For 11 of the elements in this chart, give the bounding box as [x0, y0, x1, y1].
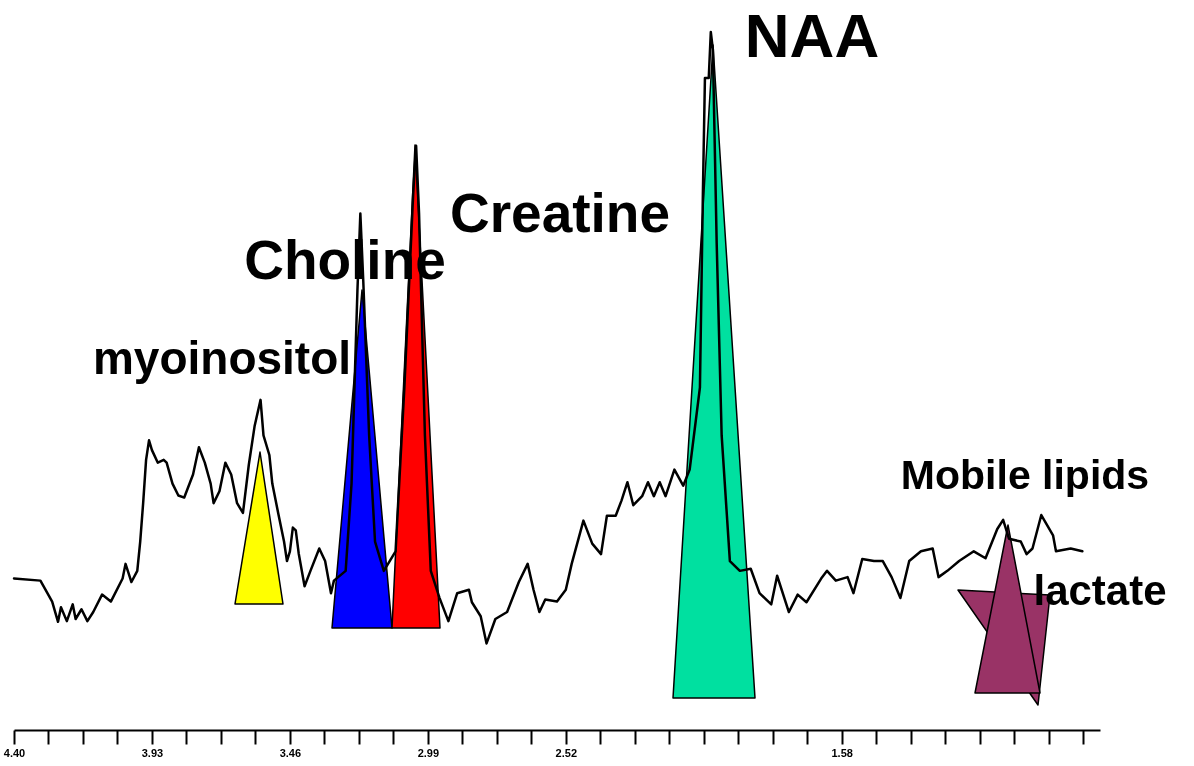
x-tick-label: 1.58: [831, 746, 853, 759]
annotation: lactate: [1033, 567, 1167, 614]
x-tick-label: 2.52: [555, 746, 578, 759]
annotation: Mobile lipids: [900, 452, 1150, 498]
x-tick-label: 3.46: [279, 746, 302, 759]
x-tick-label: 2.99: [417, 746, 440, 759]
annotation: NAA: [744, 1, 880, 70]
x-tick-label: 3.93: [141, 746, 164, 759]
x-tick-label: 4.40: [3, 746, 26, 759]
annotation: Creatine: [449, 182, 671, 244]
annotation: myoinositol: [92, 332, 352, 384]
